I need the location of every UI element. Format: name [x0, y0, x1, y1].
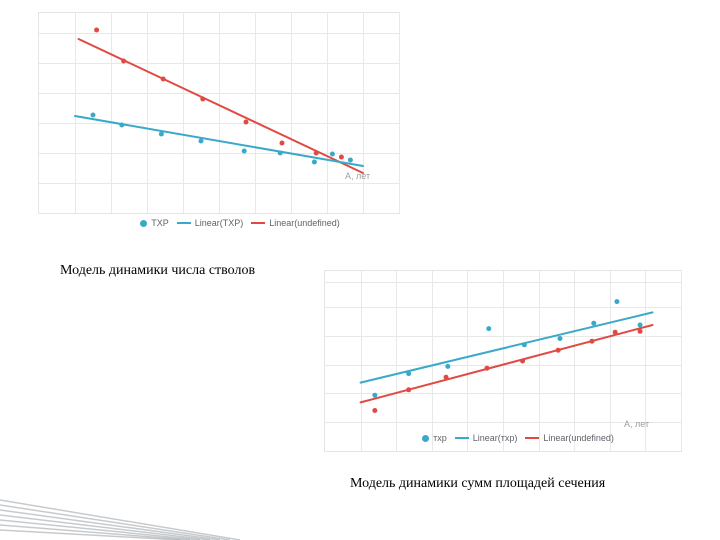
decorative-hatching: [0, 490, 240, 540]
legend-item: Linear(undefined): [251, 218, 340, 228]
caption-chart-2: Модель динамики сумм площадей сечения: [350, 476, 605, 492]
legend-item: Linear(undefined): [525, 433, 614, 443]
chart-2: А, лет: [324, 270, 682, 452]
chart-1-plot: А, лет: [39, 13, 399, 213]
chart-2-plot: А, лет: [325, 271, 681, 451]
chart-1: А, лет: [38, 12, 400, 214]
legend-chart-1: TXP Linear(TXP) Linear(undefined): [120, 218, 360, 228]
legend-item: Linear(тхр): [455, 433, 518, 443]
legend-item: Linear(TXP): [177, 218, 244, 228]
caption-chart-1: Модель динамики числа стволов: [60, 263, 255, 279]
legend-chart-2: тхр Linear(тхр) Linear(undefined): [418, 433, 618, 443]
legend-item: TXP: [140, 218, 169, 228]
legend-item: тхр: [422, 433, 447, 443]
